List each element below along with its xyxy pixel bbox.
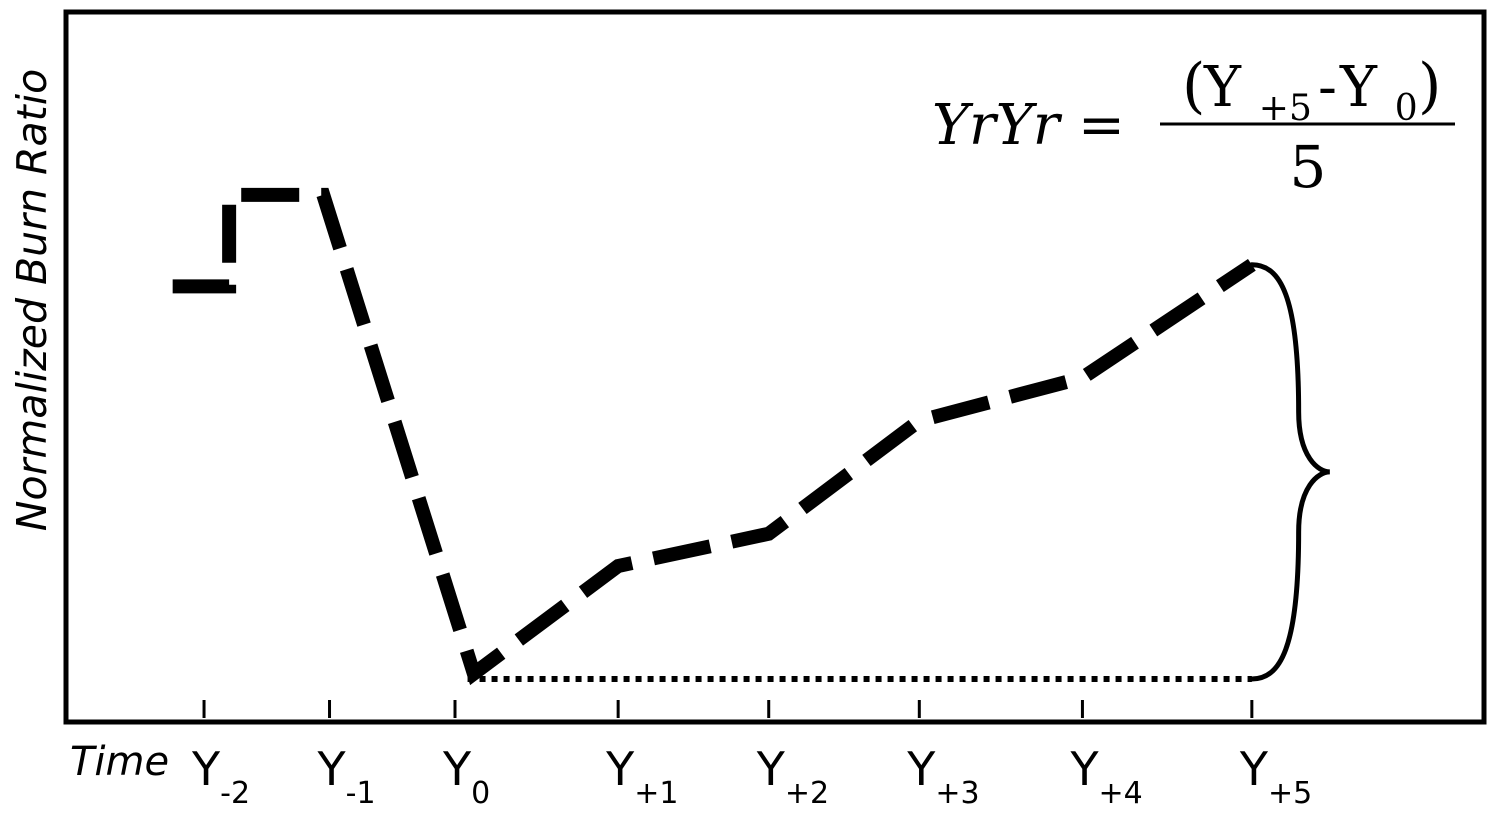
formula-term2-sub: 0 bbox=[1395, 88, 1418, 129]
x-tick-label-base: Y bbox=[1069, 742, 1099, 796]
x-tick-label: Y+5 bbox=[1239, 742, 1312, 811]
plot-frame bbox=[63, 9, 1487, 725]
formula-close-paren: ) bbox=[1418, 51, 1441, 121]
x-tick-label-sub: -1 bbox=[346, 776, 376, 811]
formula-minus: - bbox=[1318, 55, 1337, 120]
x-tick-label-sub: +4 bbox=[1099, 776, 1143, 811]
x-tick-label: Y0 bbox=[442, 742, 490, 811]
formula-numerator-term1: Y +5 bbox=[1203, 55, 1312, 129]
x-tick-label-base: Y bbox=[442, 742, 472, 796]
x-tick-label: Y-2 bbox=[191, 742, 250, 811]
formula-equals: = bbox=[1078, 93, 1125, 158]
formula-lhs: YrYr bbox=[932, 93, 1063, 158]
brace-annotation bbox=[1249, 262, 1331, 682]
formula-term2-base: Y bbox=[1339, 55, 1378, 120]
formula-denominator: 5 bbox=[1290, 133, 1327, 201]
y-axis-label: Normalized Burn Ratio bbox=[8, 69, 56, 531]
series-line-dashed bbox=[172, 187, 1256, 686]
x-tick-label-sub: +1 bbox=[634, 776, 678, 811]
x-tick-label-sub: +3 bbox=[935, 776, 979, 811]
x-tick-label: Y-1 bbox=[317, 742, 376, 811]
x-tick-label: Y+3 bbox=[906, 742, 979, 811]
x-tick-label-base: Y bbox=[191, 742, 221, 796]
x-tick-label-sub: -2 bbox=[220, 776, 250, 811]
x-tick-label-base: Y bbox=[756, 742, 786, 796]
x-tick-label-sub: +2 bbox=[785, 776, 829, 811]
x-tick-label-base: Y bbox=[1239, 742, 1269, 796]
x-tick-labels: Y-2 Y-1 Y0 Y+1 Y+2 Y+3 Y+4 Y+5 bbox=[191, 742, 1312, 811]
x-tick-label-base: Y bbox=[906, 742, 936, 796]
x-tick-label-base: Y bbox=[317, 742, 347, 796]
x-tick-label-sub: 0 bbox=[471, 776, 490, 811]
x-tick-label: Y+2 bbox=[756, 742, 829, 811]
x-tick-label: Y+1 bbox=[605, 742, 678, 811]
x-tick-label-sub: +5 bbox=[1268, 776, 1312, 811]
formula-term1-base: Y bbox=[1203, 55, 1242, 120]
x-ticks bbox=[202, 700, 1254, 718]
series-group bbox=[172, 187, 1256, 686]
formula-term1-sub: +5 bbox=[1259, 88, 1312, 129]
x-axis-label: Time bbox=[70, 739, 169, 785]
formula-open-paren: ( bbox=[1182, 51, 1205, 121]
formula: YrYr = ( Y +5 - Y 0 ) 5 bbox=[932, 51, 1455, 201]
x-tick-label: Y+4 bbox=[1069, 742, 1142, 811]
formula-numerator-term2: Y 0 bbox=[1339, 55, 1418, 129]
x-tick-label-base: Y bbox=[605, 742, 635, 796]
